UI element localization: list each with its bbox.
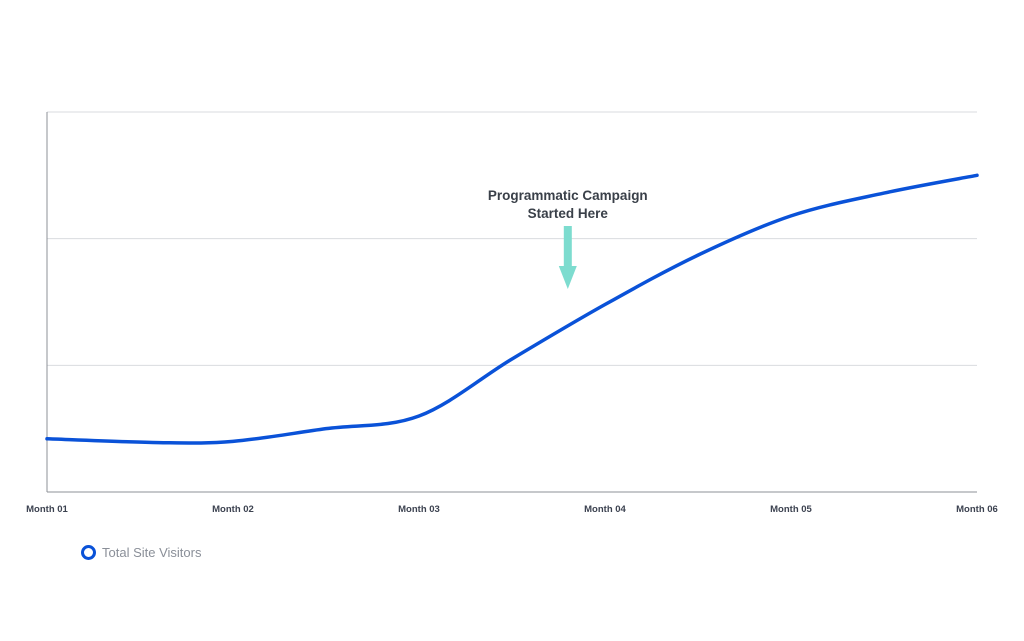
- x-tick-label: Month 01: [26, 504, 68, 515]
- x-tick-label: Month 02: [212, 504, 254, 515]
- series-line-total-site-visitors: [45, 173, 979, 445]
- legend-series-label: Total Site Visitors: [102, 545, 202, 560]
- annotation-arrow-head: [558, 266, 577, 289]
- legend-series-marker: [81, 545, 96, 560]
- annotation-arrow-shaft: [563, 226, 572, 268]
- legend: Total Site Visitors: [81, 545, 201, 560]
- x-tick-label: Month 06: [956, 504, 998, 515]
- x-tick-labels: Month 01 Month 02 Month 03 Month 04 Month 05…: [26, 504, 998, 515]
- grid-layer: [47, 111, 977, 366]
- x-tick-label: Month 05: [770, 504, 812, 515]
- x-tick-label: Month 04: [584, 504, 626, 515]
- annotation-line-1: Programmatic Campaign: [488, 188, 648, 203]
- campaign-annotation: Programmatic Campaign Started Here: [488, 188, 648, 289]
- series-layer: [45, 173, 979, 445]
- x-tick-label: Month 03: [398, 504, 440, 515]
- annotation-line-2: Started Here: [528, 206, 609, 221]
- axis-layer: [46, 112, 977, 493]
